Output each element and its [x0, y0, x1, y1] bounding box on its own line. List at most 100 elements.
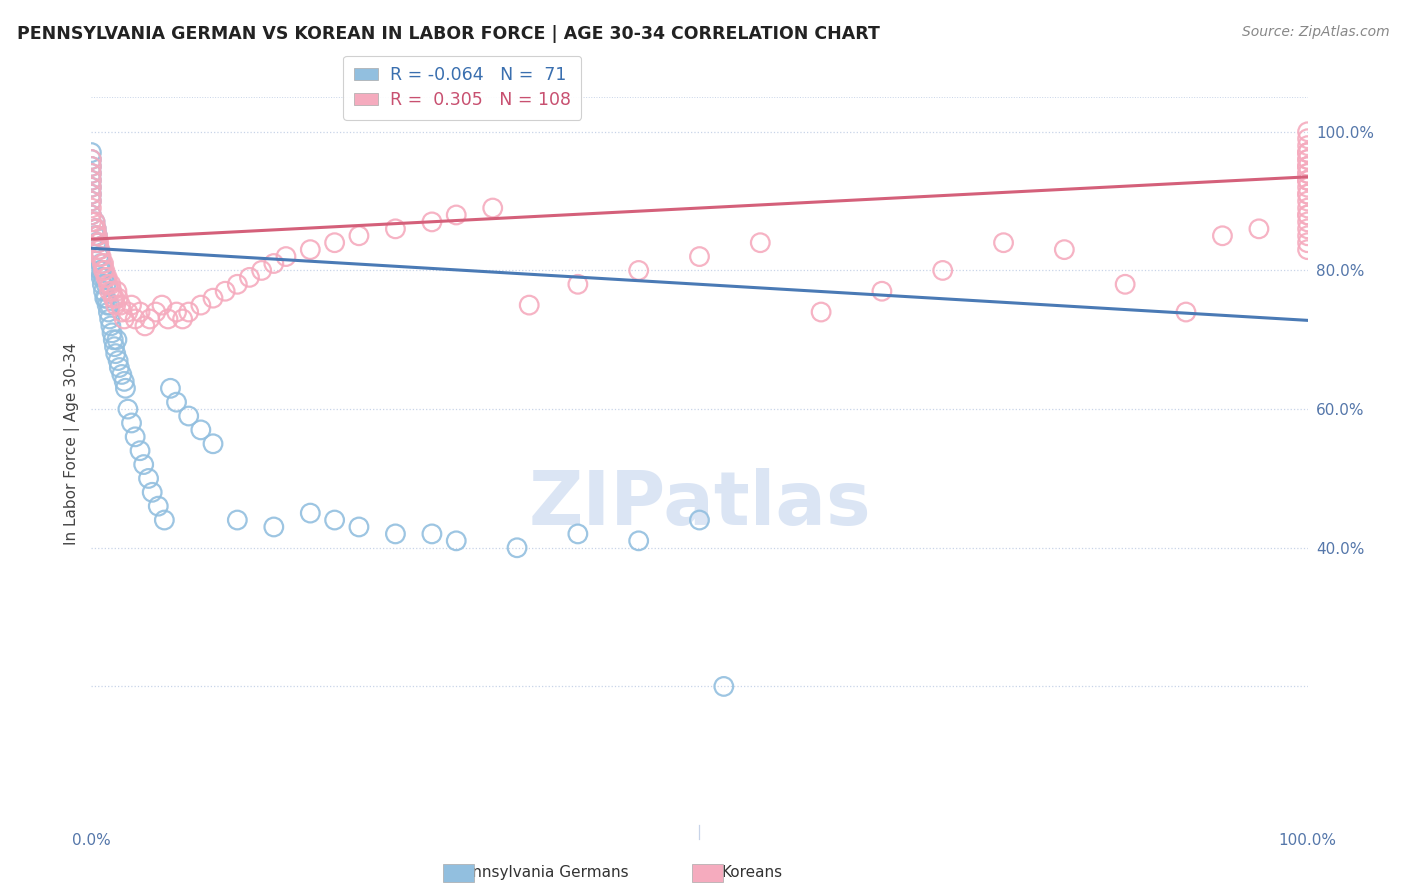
Point: [177, 305, 200, 319]
Point: [263, 256, 285, 270]
Point: [1247, 222, 1270, 236]
Point: [138, 471, 160, 485]
Text: Pennsylvania Germans: Pennsylvania Germans: [454, 865, 628, 880]
Point: [103, 291, 125, 305]
Point: [1296, 145, 1319, 160]
Point: [299, 243, 322, 257]
Point: [1296, 187, 1319, 202]
Point: [148, 499, 170, 513]
Point: [1296, 145, 1319, 160]
Point: [1296, 153, 1319, 167]
Point: [567, 277, 589, 292]
Point: [166, 395, 188, 409]
Point: [90, 270, 112, 285]
Point: [347, 228, 370, 243]
Point: [1296, 173, 1319, 187]
Point: [100, 318, 122, 333]
Point: [80, 166, 103, 180]
Point: [86, 228, 108, 243]
Point: [93, 284, 115, 298]
Point: [105, 284, 128, 298]
Point: [112, 312, 135, 326]
Point: [80, 187, 103, 202]
Point: [103, 340, 125, 354]
Point: [86, 235, 108, 250]
Point: [90, 250, 112, 264]
Point: [94, 263, 117, 277]
Point: [91, 263, 114, 277]
Point: [1296, 243, 1319, 257]
Point: [117, 305, 139, 319]
Point: [299, 506, 322, 520]
Point: [97, 277, 120, 292]
Point: [190, 423, 212, 437]
Point: [274, 250, 297, 264]
Point: [132, 458, 155, 472]
Point: [1296, 222, 1319, 236]
Point: [870, 284, 893, 298]
Point: [103, 333, 125, 347]
Point: [84, 215, 107, 229]
Point: [121, 416, 143, 430]
Point: [86, 235, 108, 250]
Point: [94, 291, 117, 305]
Point: [1175, 305, 1198, 319]
Point: [80, 145, 103, 160]
Point: [96, 298, 118, 312]
Point: [80, 166, 103, 180]
Point: [89, 243, 111, 257]
Point: [114, 381, 136, 395]
Point: [134, 318, 156, 333]
Point: [384, 222, 406, 236]
Text: PENNSYLVANIA GERMAN VS KOREAN IN LABOR FORCE | AGE 30-34 CORRELATION CHART: PENNSYLVANIA GERMAN VS KOREAN IN LABOR F…: [17, 25, 880, 43]
Point: [166, 305, 188, 319]
Point: [1296, 160, 1319, 174]
Point: [94, 277, 117, 292]
Point: [80, 160, 103, 174]
Point: [107, 291, 129, 305]
Point: [84, 228, 107, 243]
Point: [80, 208, 103, 222]
Point: [91, 256, 114, 270]
Point: [993, 235, 1015, 250]
Point: [121, 298, 143, 312]
Point: [263, 520, 285, 534]
Point: [87, 243, 110, 257]
Point: [80, 208, 103, 222]
Point: [93, 270, 115, 285]
Point: [107, 353, 129, 368]
Point: [105, 333, 128, 347]
Point: [420, 215, 443, 229]
Point: [87, 250, 110, 264]
Point: [749, 235, 772, 250]
Point: [101, 284, 124, 298]
Point: [86, 228, 108, 243]
Point: [156, 312, 179, 326]
Point: [80, 194, 103, 208]
Point: [931, 263, 953, 277]
Point: [110, 298, 132, 312]
Y-axis label: In Labor Force | Age 30-34: In Labor Force | Age 30-34: [65, 343, 80, 545]
Point: [444, 208, 467, 222]
Point: [517, 298, 540, 312]
Text: ZIPatlas: ZIPatlas: [529, 468, 870, 541]
Point: [1296, 215, 1319, 229]
Point: [84, 215, 107, 229]
Point: [93, 263, 115, 277]
Point: [567, 527, 589, 541]
Point: [104, 298, 127, 312]
Point: [80, 201, 103, 215]
Point: [172, 312, 194, 326]
Point: [713, 680, 735, 694]
Point: [420, 527, 443, 541]
Point: [124, 312, 146, 326]
Point: [111, 305, 134, 319]
Point: [202, 436, 225, 450]
Point: [627, 263, 650, 277]
Point: [80, 173, 103, 187]
Point: [1053, 243, 1076, 257]
Point: [1114, 277, 1136, 292]
Point: [347, 520, 370, 534]
Point: [111, 368, 134, 382]
Point: [153, 513, 176, 527]
